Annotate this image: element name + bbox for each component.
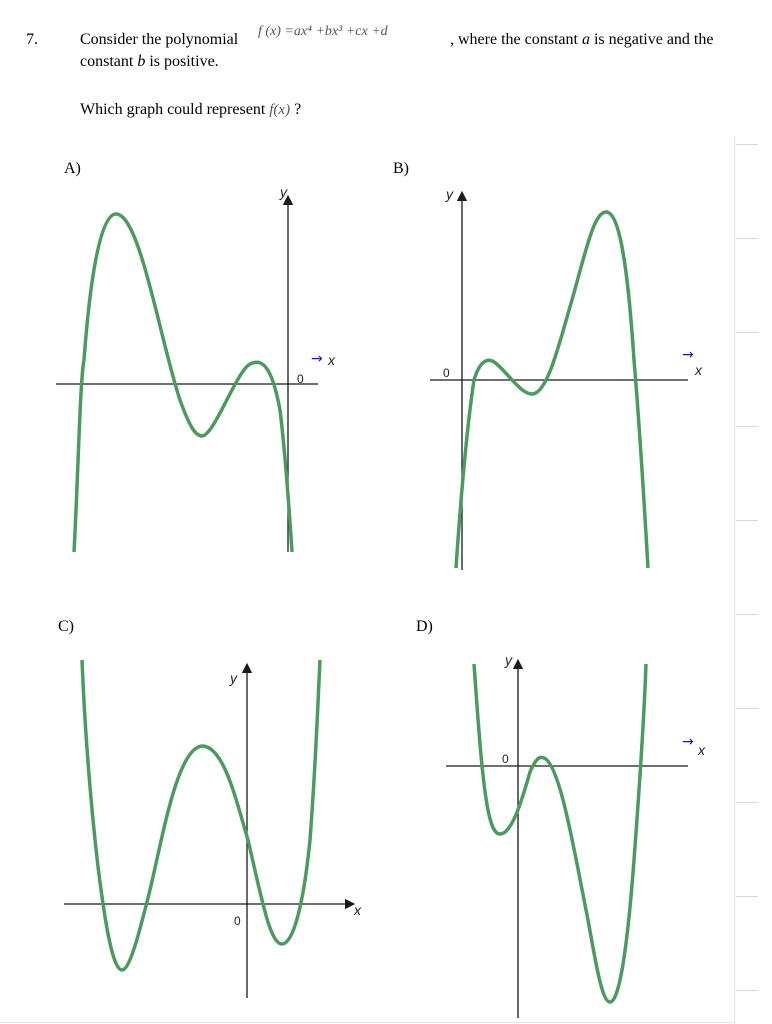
prompt-text: Which graph could represent [80, 101, 266, 118]
gutter-rule [736, 896, 758, 897]
graph-c[interactable] [64, 659, 356, 998]
question-mid: is negative and the [593, 31, 714, 48]
graph-d[interactable] [446, 658, 688, 1018]
graph-c-curve [80, 659, 322, 972]
question-number: 7. [26, 31, 38, 48]
content-panel [0, 136, 735, 1023]
option-d-letter[interactable]: D) [416, 618, 433, 635]
gutter-rule [736, 426, 758, 427]
graph-b-zero: 0 [443, 366, 450, 380]
graph-d-x-label: x [698, 742, 705, 758]
graph-d-y-label: y [505, 652, 512, 668]
gutter-rule [736, 802, 758, 803]
graph-d-x-arrow-icon: → [682, 734, 694, 750]
gutter-rule [736, 614, 758, 615]
graph-b-y-label: y [446, 186, 453, 202]
graph-a-zero: 0 [297, 372, 304, 386]
graph-a-y-label: y [280, 184, 287, 200]
graph-a[interactable] [56, 194, 318, 553]
variable-b: b [137, 53, 146, 70]
gutter-rule [736, 144, 758, 145]
function-notation: f(x) [269, 102, 291, 118]
option-c-letter[interactable]: C) [58, 618, 74, 635]
polynomial-expression: f (x) =ax⁴ +bx³ +cx +d [258, 24, 388, 39]
graph-c-y-label: y [230, 670, 237, 686]
graph-b-x-label: x [695, 362, 702, 378]
graph-b-curve [454, 210, 650, 569]
graph-c-x-label: x [354, 902, 361, 918]
question-prompt: Which graph could represent f(x) ? [80, 101, 301, 119]
line2-end: is positive. [149, 53, 219, 70]
option-a-letter[interactable]: A) [64, 160, 81, 177]
graph-b-x-arrow-icon: → [682, 347, 694, 363]
graph-a-x-label: x [328, 352, 335, 368]
gutter-rule [736, 238, 758, 239]
question-suffix: , where the constant [450, 31, 578, 48]
gutter-rule [736, 708, 758, 709]
question-line-1-end: , where the constant a is negative and t… [450, 31, 713, 49]
gutter-rule [736, 990, 758, 991]
gutter-rule [736, 520, 758, 521]
graph-d-zero: 0 [502, 752, 509, 766]
graph-d-curve [472, 663, 648, 1004]
graph-c-zero: 0 [234, 914, 241, 928]
question-mark: ? [294, 101, 302, 118]
option-b-letter[interactable]: B) [393, 160, 409, 177]
gutter-rule [736, 332, 758, 333]
question-line-1: Consider the polynomial [80, 31, 238, 49]
question-prefix: Consider the polynomial [80, 31, 239, 48]
graph-a-curve [72, 212, 294, 553]
graph-a-x-arrow-icon: → [311, 351, 323, 367]
graph-b[interactable] [430, 190, 688, 570]
variable-a: a [581, 31, 590, 48]
question-line-2: constant b is positive. [80, 53, 219, 71]
line2-start: constant [80, 53, 134, 70]
